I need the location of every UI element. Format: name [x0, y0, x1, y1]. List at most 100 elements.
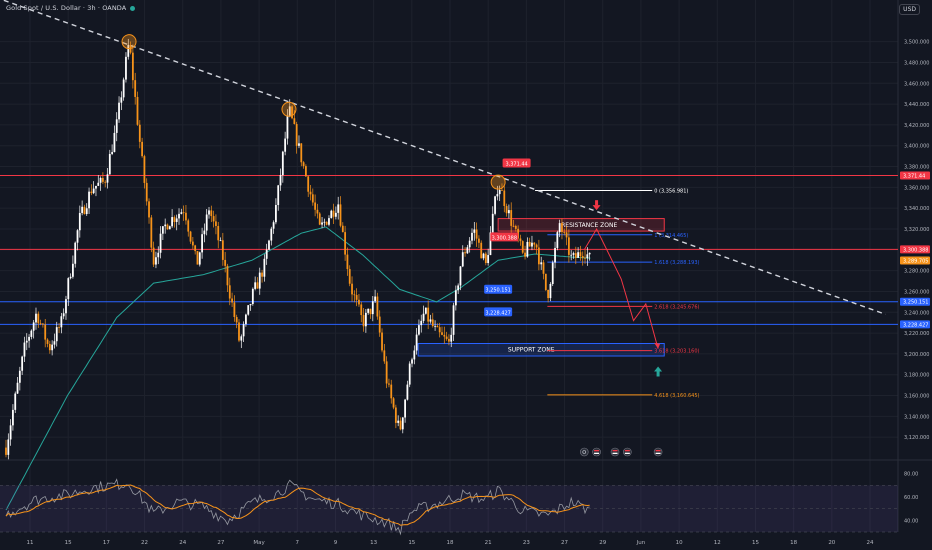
time-tick-label: 11: [27, 540, 34, 546]
candle-body: [106, 174, 109, 183]
candle-body: [198, 252, 201, 265]
rsi-tick-label: 80.00: [904, 472, 918, 478]
symbol-title[interactable]: Gold Spot / U.S. Dollar · 3h · OANDA: [6, 4, 136, 12]
candle-body: [265, 249, 268, 259]
candle-body: [346, 254, 349, 270]
price-tick-label: 3,180.000: [904, 373, 929, 379]
candle-body: [136, 96, 139, 125]
time-tick-label: 24: [179, 540, 186, 546]
arrows: [592, 200, 663, 377]
candle-body: [261, 272, 263, 277]
flag-stripe-icon: [612, 452, 618, 454]
fib-label-0: 0 (3,356.981): [654, 189, 688, 195]
candle-body: [457, 285, 460, 291]
candle-body: [321, 222, 323, 225]
candle-body: [351, 283, 353, 295]
price-tag[interactable]: [900, 256, 930, 265]
candle-body: [74, 242, 77, 264]
candle-body: [484, 253, 487, 264]
price-tag[interactable]: [900, 297, 930, 306]
candle-body: [549, 283, 552, 299]
ema-path: [5, 226, 591, 511]
currency-button[interactable]: USD: [899, 4, 920, 15]
candle-body: [381, 332, 383, 351]
price-tag[interactable]: [900, 171, 930, 180]
price-tick-label: 3,140.000: [904, 414, 929, 420]
price-tick-label: 3,500.000: [904, 40, 929, 46]
price-tick-label: 3,440.000: [904, 102, 929, 108]
inline-price-labels: 3,371.44 3,300.388 3,250.151 3,228.427: [484, 158, 531, 317]
time-tick-label: 7: [296, 540, 300, 546]
time-tick-label: 15: [752, 540, 759, 546]
flag-icon[interactable]: [653, 447, 663, 457]
price-axis[interactable]: 3,500.000 3,480.000 3,460.000 3,440.000 3,42…: [900, 40, 930, 525]
candle-body: [270, 228, 273, 241]
candle-body: [512, 225, 515, 227]
price-tag-text: 3,228.427: [903, 322, 928, 328]
candle-body: [323, 221, 326, 223]
candle-body: [92, 188, 95, 194]
price-tick-label: 3,480.000: [904, 60, 929, 66]
flag-stripe-icon: [624, 450, 630, 452]
candle-body: [99, 177, 102, 183]
candle-body: [141, 141, 144, 157]
candle-body: [256, 282, 259, 289]
event-icons[interactable]: [579, 447, 663, 457]
flag-icon[interactable]: [610, 447, 620, 457]
candle-body: [314, 202, 317, 210]
price-tag[interactable]: [900, 320, 930, 329]
resistance-zone: [497, 218, 665, 232]
trendline[interactable]: [0, 0, 886, 316]
candle-body: [496, 194, 499, 197]
candle-body: [113, 132, 116, 153]
price-tick-label: 3,400.000: [904, 144, 929, 150]
candle-body: [300, 143, 303, 163]
flag-stripe-icon: [612, 450, 618, 452]
rsi-line: [5, 478, 590, 536]
candle-body: [579, 252, 582, 257]
candle-body: [21, 356, 24, 371]
candle-body: [5, 447, 7, 455]
candle-body: [572, 253, 575, 255]
price-tick-label: 3,320.000: [904, 227, 929, 233]
candle-body: [443, 334, 446, 337]
candle-body: [51, 344, 54, 351]
time-tick-label: 27: [561, 540, 568, 546]
down-arrow-head: [592, 205, 601, 211]
candle-body: [7, 439, 10, 455]
earnings-icon[interactable]: [579, 447, 589, 457]
candle-body: [334, 212, 337, 217]
projection-path: [583, 227, 661, 349]
candle-body: [125, 56, 127, 80]
candle-body: [510, 210, 513, 226]
candle-body: [491, 213, 494, 233]
candle-body: [238, 322, 240, 341]
descending-trendline[interactable]: [0, 0, 886, 316]
candle-body: [251, 288, 254, 305]
candle-body: [166, 224, 169, 230]
candle-body: [533, 242, 536, 245]
time-tick-label: 13: [370, 540, 377, 546]
flag-icon[interactable]: [592, 447, 601, 457]
candle-body: [152, 247, 155, 265]
candle-body: [531, 242, 533, 247]
candle-body: [519, 238, 522, 242]
candle-body: [85, 208, 88, 215]
candle-body: [226, 265, 229, 286]
candle-body: [307, 176, 310, 192]
price-tag[interactable]: [900, 245, 930, 254]
candle-body: [411, 359, 413, 364]
price-tick-label: 3,120.000: [904, 435, 929, 441]
time-tick-label: 17: [103, 540, 110, 546]
candle-body: [408, 363, 411, 385]
flag-icon[interactable]: [623, 447, 632, 457]
time-axis[interactable]: 11 15 17 22 24 27 May 7 9 13 15 18 21 23 27 29 Jun 10 12 15…: [27, 540, 874, 546]
candle-body: [475, 229, 478, 239]
rsi-tick-label: 60.00: [904, 495, 918, 501]
fib-label-3.618: 3.618 (3,203.160): [654, 349, 699, 355]
time-tick-label: 12: [714, 540, 721, 546]
candle-body: [78, 212, 81, 231]
candle-body: [224, 259, 227, 266]
candle-body: [304, 166, 307, 177]
